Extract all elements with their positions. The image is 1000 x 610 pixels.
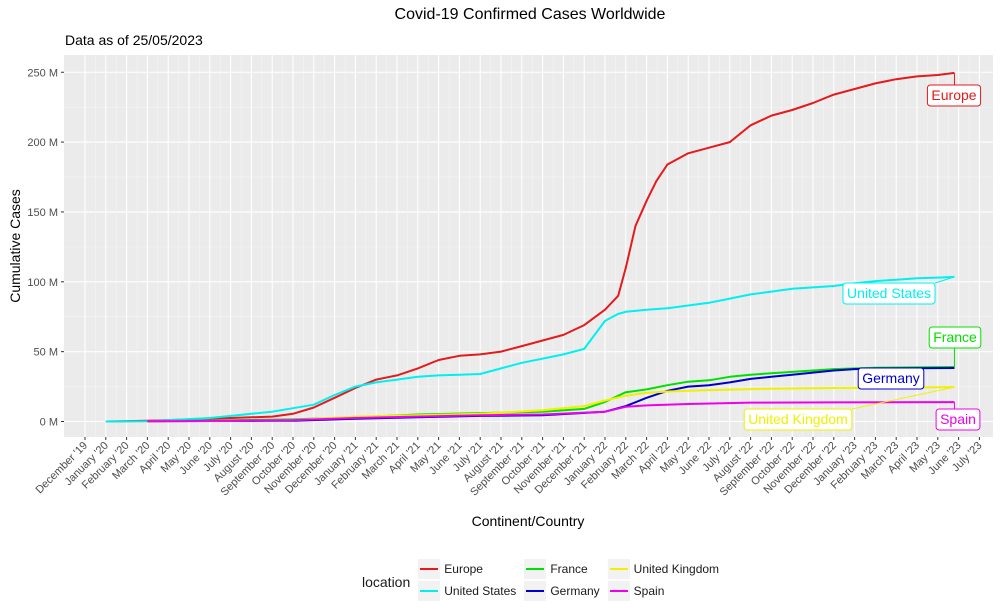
gridlines: [64, 55, 993, 437]
legend-item-germany: Germany: [524, 580, 600, 602]
series-line-united-states: [105, 275, 955, 423]
legend-item-europe: Europe: [418, 558, 516, 580]
legend-label: France: [550, 562, 588, 576]
y-tick-label: 200 M: [27, 137, 58, 149]
series-labels: Europe United States France Germany United K…: [743, 72, 982, 431]
series-label-box: [935, 408, 981, 431]
legend-item-spain: Spain: [607, 580, 719, 602]
label-united-states: United States: [842, 276, 955, 305]
label-spain: Spain: [935, 402, 981, 431]
legend-label: Spain: [633, 584, 665, 598]
plot-panel: [64, 55, 993, 437]
series-label-text: United Kingdom: [748, 411, 848, 427]
y-axis-title: Cumulative Cases: [7, 189, 23, 303]
y-tick-label: 250 M: [27, 67, 58, 79]
y-tick-label: 50 M: [34, 347, 58, 359]
label-germany: Germany: [857, 367, 955, 390]
y-axis: 0 M 50 M 100 M 150 M 200 M 250 M: [27, 67, 64, 429]
chart-title: Covid-19 Confirmed Cases Worldwide: [394, 6, 666, 23]
chart-subtitle: Data as of 25/05/2023: [65, 32, 203, 48]
legend-key: [418, 559, 441, 579]
series-line-europe: [105, 71, 955, 423]
legend-key: [607, 581, 630, 601]
legend-key: [418, 581, 441, 601]
x-axis-title: Continent/Country: [472, 513, 585, 529]
series-line-united-kingdom: [147, 386, 955, 423]
series-label-text: Germany: [862, 370, 920, 386]
series-label-text: Europe: [931, 87, 976, 103]
series-label-text: United States: [847, 285, 931, 301]
series-label-text: France: [933, 329, 977, 345]
legend-item-france: France: [524, 558, 599, 580]
legend: location Europe United States France German…: [362, 558, 719, 602]
y-tick-label: 100 M: [27, 277, 58, 289]
series-label-box: [743, 408, 853, 431]
legend-label: Germany: [550, 584, 600, 598]
series-label-box: [928, 326, 982, 349]
label-united-kingdom: United Kingdom: [743, 386, 955, 431]
legend-title: location: [362, 574, 411, 590]
legend-key: [524, 559, 547, 579]
series-label-box: [857, 367, 925, 390]
series-label-connector: [851, 386, 955, 410]
series-label-box: [926, 84, 982, 107]
label-france: France: [928, 326, 982, 368]
series-label-text: Spain: [940, 411, 976, 427]
series-label-box: [842, 282, 936, 305]
legend-label: United States: [444, 584, 517, 598]
y-tick-label: 0 M: [40, 417, 58, 429]
series-line-spain: [147, 401, 955, 423]
legend-label: Europe: [444, 562, 483, 576]
series-lines: [105, 71, 955, 423]
label-europe: Europe: [926, 72, 982, 107]
legend-entries: Europe United States France Germany United K…: [418, 558, 719, 602]
legend-key: [607, 559, 630, 579]
series-label-connector: [934, 276, 955, 284]
y-tick-label: 150 M: [27, 207, 58, 219]
legend-key: [524, 581, 547, 601]
legend-label: United Kingdom: [633, 562, 720, 576]
legend-item-united-kingdom: United Kingdom: [607, 558, 720, 580]
legend-item-united-states: United States: [418, 580, 516, 602]
